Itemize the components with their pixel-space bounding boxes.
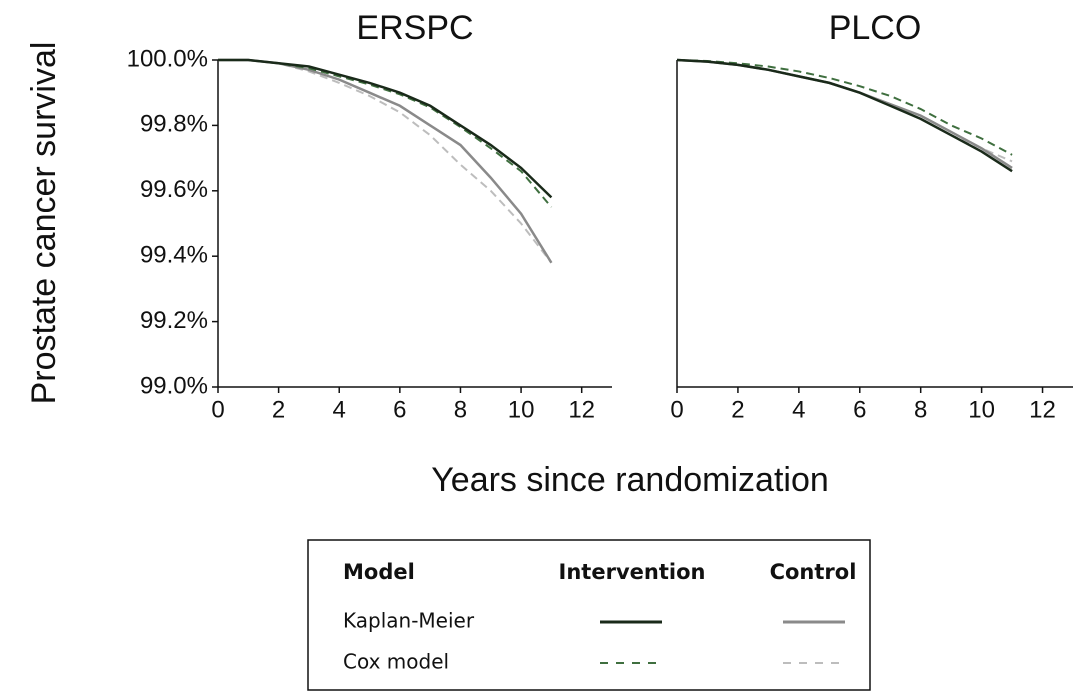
legend-header: Model	[343, 560, 415, 584]
survival-curve	[218, 59, 553, 208]
x-tick-label: 0	[670, 396, 683, 423]
x-axis-label: Years since randomization	[431, 461, 829, 499]
x-tick-label: 6	[853, 396, 866, 423]
x-tick-label: 10	[968, 396, 995, 423]
y-tick-label: 99.0%	[140, 372, 208, 399]
x-tick-label: 8	[454, 396, 467, 423]
legend-header: Intervention	[559, 560, 706, 584]
x-tick-label: 12	[568, 396, 595, 423]
x-tick-label: 8	[914, 396, 927, 423]
y-tick-label: 99.6%	[140, 176, 208, 203]
x-tick-label: 6	[393, 396, 406, 423]
x-tick-label: 4	[792, 396, 805, 423]
y-tick-label: 99.4%	[140, 242, 208, 269]
x-tick-label: 0	[211, 396, 224, 423]
x-tick-label: 2	[731, 396, 744, 423]
x-tick-label: 10	[508, 396, 535, 423]
legend-row-label: Kaplan-Meier	[343, 609, 475, 633]
survival-curve	[218, 58, 553, 199]
y-axis-label: Prostate cancer survival	[25, 42, 63, 405]
survival-curve	[676, 59, 1013, 163]
y-tick-label: 99.2%	[140, 307, 208, 334]
x-tick-label: 4	[333, 396, 346, 423]
survival-curve	[676, 59, 1013, 156]
legend-row-label: Cox model	[343, 650, 449, 674]
chart-title: ERSPC	[356, 9, 473, 47]
y-tick-label: 99.8%	[140, 111, 208, 138]
x-tick-label: 12	[1029, 396, 1056, 423]
legend-header: Control	[770, 560, 857, 584]
chart-title: PLCO	[829, 9, 922, 47]
survival-curve	[676, 58, 1013, 173]
x-tick-label: 2	[272, 396, 285, 423]
y-tick-label: 100.0%	[127, 45, 208, 72]
survival-curve	[676, 58, 1013, 169]
legend-box	[307, 539, 871, 691]
